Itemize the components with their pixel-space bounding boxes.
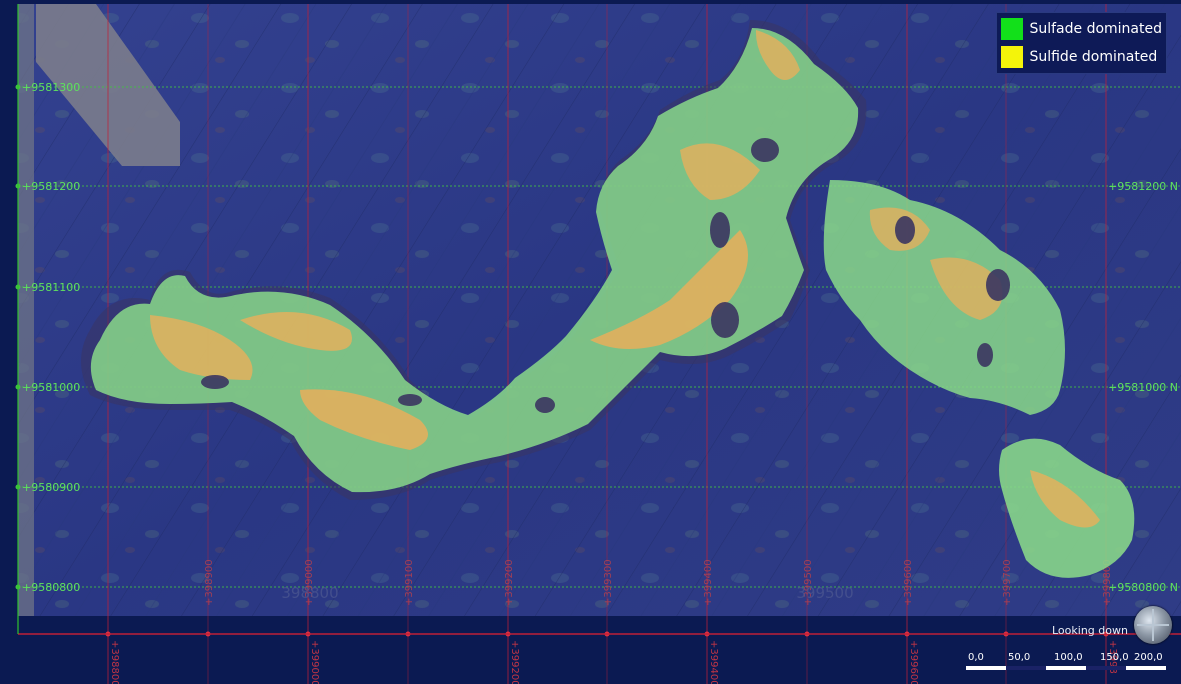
scale-label: 0,0 (968, 652, 984, 663)
northing-label-right: +9581200 N (1108, 180, 1178, 193)
easting-label: +399800 (1102, 559, 1113, 606)
easting-label: +399700 (1002, 559, 1013, 606)
scale-segment (1006, 666, 1046, 670)
legend-label-sulfade: Sulfade dominated (1029, 21, 1162, 37)
legend-swatch-green (1001, 18, 1024, 40)
legend-item-sulfide: Sulfide dominated (1001, 43, 1162, 71)
northing-label-left: +9581200 (22, 180, 80, 193)
northing-label-right: +9581000 N (1108, 381, 1178, 394)
compass-ball-icon[interactable] (1134, 606, 1172, 644)
easting-label-bottom: +399600 E (908, 640, 919, 684)
easting-label: +399200 (504, 559, 515, 606)
faint-easting-label: 399500 (796, 584, 853, 602)
legend-label-sulfide: Sulfide dominated (1029, 49, 1158, 65)
scale-bar: 0,0 50,0 100,0 150,0 200,0 (966, 652, 1166, 670)
ore-body-main (90, 28, 859, 493)
scale-label: 50,0 (1008, 652, 1031, 663)
view-direction-label: Looking down (1052, 624, 1128, 637)
easting-label: +399000 (304, 559, 315, 606)
scale-segment (966, 666, 1006, 670)
scale-label: 150,0 (1100, 652, 1129, 663)
legend-swatch-yellow (1001, 46, 1024, 68)
easting-label: +399100 (404, 559, 415, 606)
scale-label: 200,0 (1134, 652, 1163, 663)
faint-easting-label: 398800 (281, 584, 338, 602)
northing-label-left: +9581100 (22, 281, 80, 294)
legend: Sulfade dominated Sulfide dominated (996, 12, 1167, 74)
left-edge-band (18, 4, 34, 616)
northing-label-left: +9581000 (22, 381, 80, 394)
scale-segment (1126, 666, 1166, 670)
easting-label-bottom: +399200 E (509, 640, 520, 684)
ore-bodies (81, 20, 1135, 578)
easting-label: +398900 (204, 559, 215, 606)
northing-label-left: +9580800 (22, 581, 80, 594)
northing-label-left: +9581300 (22, 81, 80, 94)
easting-label-bottom: +399000 E (309, 640, 320, 684)
easting-label: +399500 (803, 559, 814, 606)
scale-segment (1046, 666, 1086, 670)
scale-label: 100,0 (1054, 652, 1083, 663)
easting-label: +399400 (703, 559, 714, 606)
northing-label-right: +9580800 N (1108, 581, 1178, 594)
scale-segment (1086, 666, 1126, 670)
easting-label-bottom: +398800 E (109, 640, 120, 684)
easting-label: +399600 (903, 559, 914, 606)
legend-item-sulfade: Sulfade dominated (1001, 15, 1162, 43)
northing-label-left: +9580900 (22, 481, 80, 494)
easting-label-bottom: +3998 (1107, 640, 1118, 674)
easting-label-bottom: +399400 E (708, 640, 719, 684)
easting-label: +399300 (603, 559, 614, 606)
